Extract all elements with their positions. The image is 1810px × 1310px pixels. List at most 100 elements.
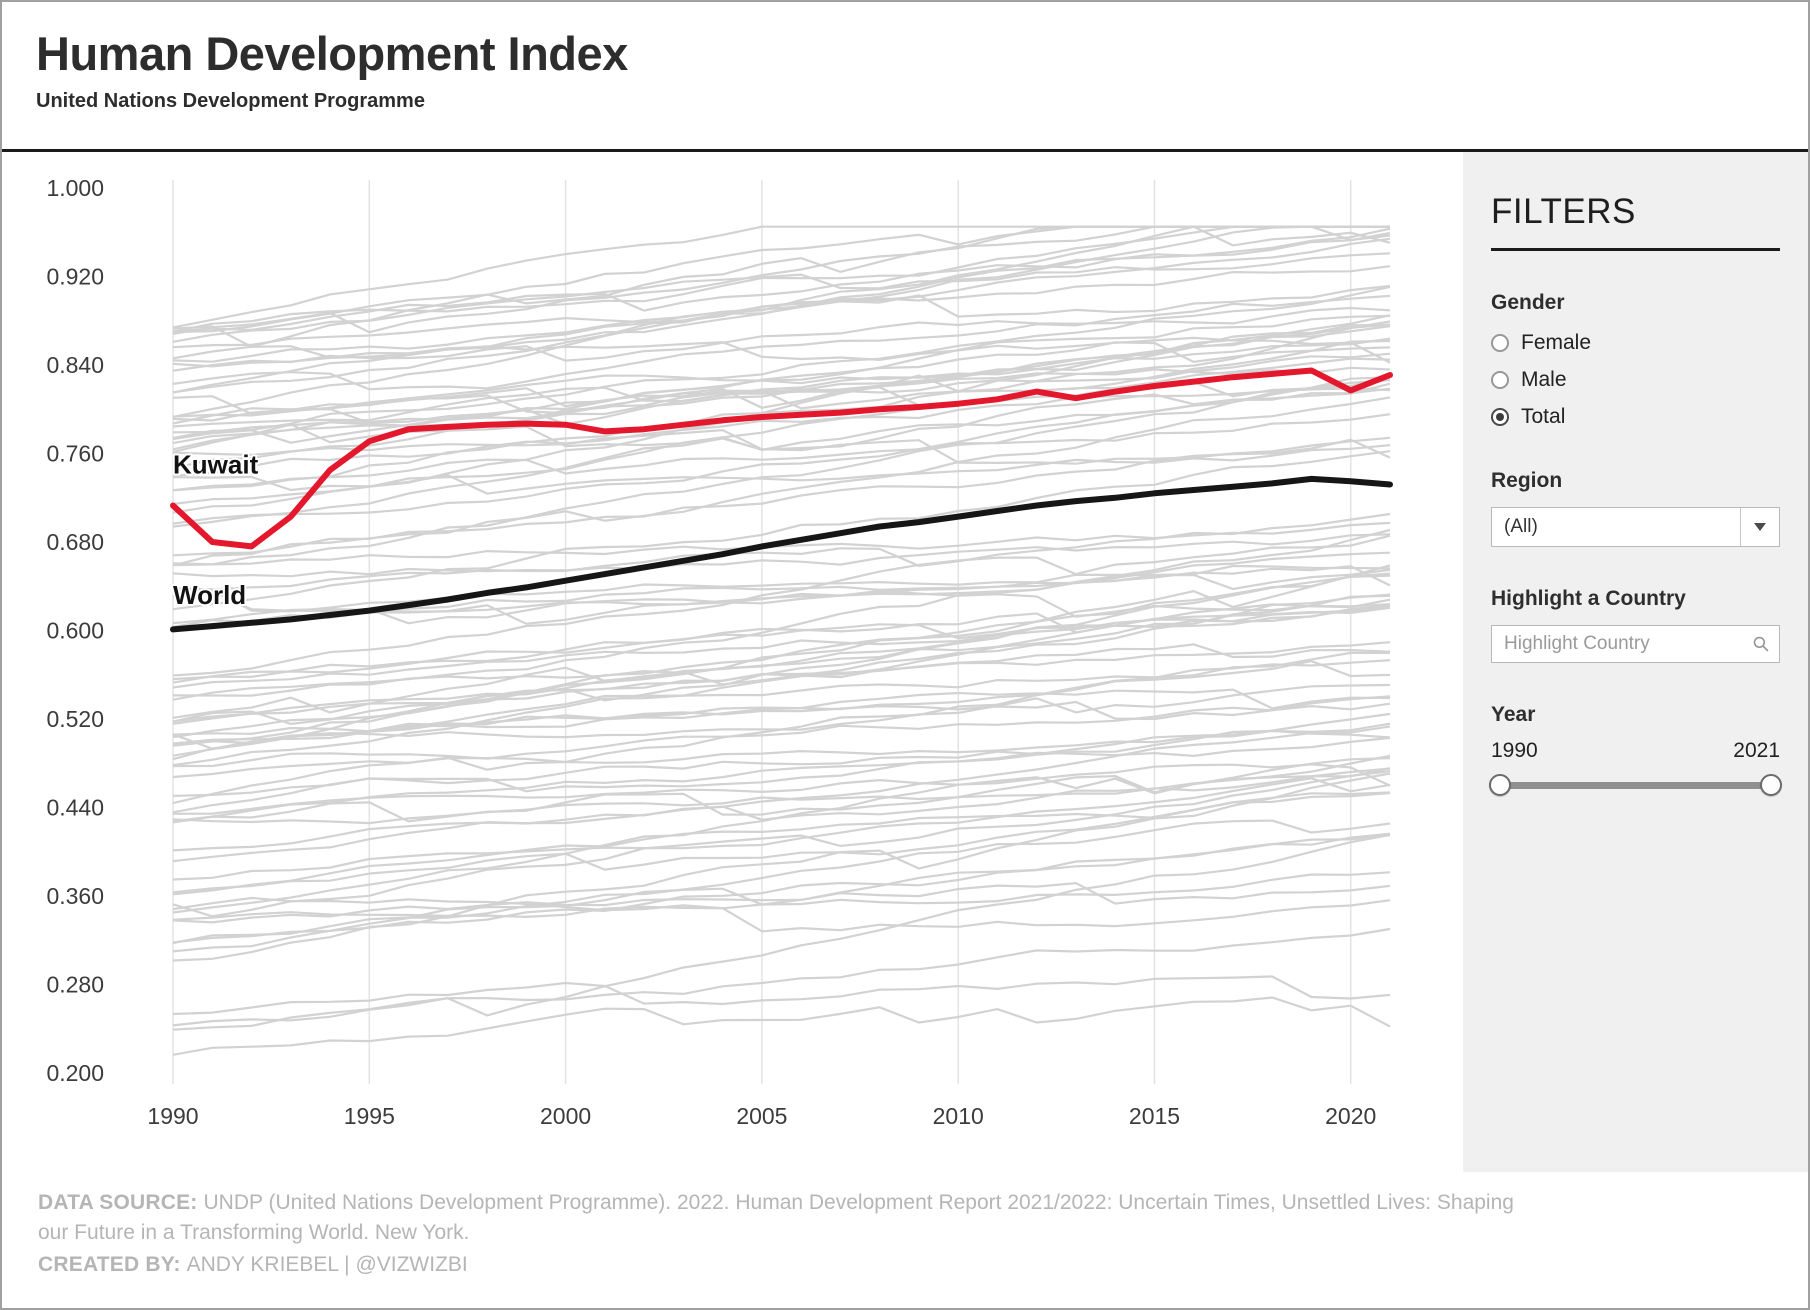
country-line[interactable] bbox=[172, 996, 1391, 1056]
country-line[interactable] bbox=[172, 325, 1391, 428]
radio-button-icon[interactable] bbox=[1491, 334, 1509, 352]
y-axis-tick-label: 0.680 bbox=[46, 529, 104, 555]
country-line[interactable] bbox=[172, 512, 1391, 593]
page-title: Human Development Index bbox=[36, 27, 628, 80]
x-axis-tick-label: 1990 bbox=[147, 1103, 198, 1129]
gender-option-female[interactable]: Female bbox=[1491, 331, 1780, 355]
country-line[interactable] bbox=[172, 564, 1391, 761]
country-line[interactable] bbox=[172, 306, 1391, 372]
radio-option-label: Male bbox=[1521, 368, 1567, 391]
y-axis-tick-label: 0.200 bbox=[46, 1060, 104, 1086]
country-line[interactable] bbox=[172, 294, 1391, 391]
country-line[interactable] bbox=[172, 604, 1391, 681]
country-line[interactable] bbox=[172, 225, 1391, 335]
region-filter-label: Region bbox=[1491, 469, 1563, 492]
country-line[interactable] bbox=[172, 767, 1391, 825]
region-dropdown-arrow-button[interactable] bbox=[1740, 508, 1779, 546]
kuwait-series-label: Kuwait bbox=[173, 449, 259, 479]
country-line[interactable] bbox=[172, 225, 1390, 329]
country-line[interactable] bbox=[172, 413, 1391, 492]
hdi-line-chart[interactable]: 1.000 0.920 0.840 0.760 0.680 0.600 0.520 0.440… bbox=[2, 152, 1463, 1172]
country-line[interactable] bbox=[172, 605, 1391, 697]
highlight-country-label: Highlight a Country bbox=[1491, 587, 1686, 610]
highlight-country-searchbox bbox=[1491, 625, 1780, 663]
country-line[interactable] bbox=[172, 337, 1391, 418]
country-line[interactable] bbox=[172, 450, 1391, 611]
country-line[interactable] bbox=[172, 777, 1391, 881]
country-line[interactable] bbox=[172, 763, 1391, 815]
country-line[interactable] bbox=[172, 387, 1391, 477]
x-axis-tick-label: 2000 bbox=[540, 1103, 591, 1129]
country-line[interactable] bbox=[173, 695, 1391, 768]
country-line[interactable] bbox=[172, 265, 1391, 363]
country-line[interactable] bbox=[172, 722, 1391, 814]
country-line[interactable] bbox=[172, 574, 1391, 726]
country-line[interactable] bbox=[172, 396, 1391, 567]
country-line[interactable] bbox=[172, 285, 1391, 439]
gender-option-total[interactable]: Total bbox=[1491, 405, 1780, 429]
country-line[interactable] bbox=[172, 320, 1391, 506]
data-source-line: DATA SOURCE: UNDP (United Nations Develop… bbox=[38, 1188, 1543, 1248]
y-axis-tick-label: 1.000 bbox=[46, 175, 104, 201]
country-line[interactable] bbox=[172, 896, 1391, 933]
country-line[interactable] bbox=[172, 382, 1391, 528]
region-dropdown[interactable]: (All) bbox=[1491, 507, 1780, 547]
radio-button-icon[interactable] bbox=[1491, 371, 1509, 389]
y-axis-tick-label: 0.760 bbox=[46, 441, 104, 467]
year-max-label: 2021 bbox=[1733, 739, 1780, 762]
country-line[interactable] bbox=[172, 833, 1391, 1031]
credit-line: CREATED BY: ANDY KRIEBEL | @VIZWIZBI bbox=[38, 1250, 1543, 1280]
year-slider-handle-min[interactable] bbox=[1489, 774, 1511, 796]
country-line[interactable] bbox=[172, 871, 1391, 921]
country-line[interactable] bbox=[172, 314, 1391, 444]
country-line[interactable] bbox=[172, 819, 1391, 945]
year-range-labels: 1990 2021 bbox=[1491, 739, 1780, 763]
country-line[interactable] bbox=[172, 225, 1390, 418]
year-slider-track[interactable] bbox=[1491, 782, 1780, 789]
country-line[interactable] bbox=[172, 772, 1391, 962]
country-line[interactable] bbox=[172, 833, 1391, 953]
country-line[interactable] bbox=[172, 225, 1390, 333]
y-axis-tick-label: 0.600 bbox=[46, 618, 104, 644]
country-line[interactable] bbox=[172, 314, 1391, 492]
country-line[interactable] bbox=[172, 387, 1391, 470]
year-slider-handle-max[interactable] bbox=[1760, 774, 1782, 796]
country-line[interactable] bbox=[172, 767, 1391, 824]
country-line[interactable] bbox=[172, 534, 1391, 677]
radio-option-label: Female bbox=[1521, 331, 1592, 354]
main-area: 1.000 0.920 0.840 0.760 0.680 0.600 0.520 0.440… bbox=[2, 152, 1808, 1172]
country-line[interactable] bbox=[172, 791, 1391, 894]
filters-divider bbox=[1491, 248, 1780, 251]
country-line[interactable] bbox=[172, 352, 1391, 422]
region-filter-section: Region (All) bbox=[1491, 469, 1780, 547]
kuwait-line[interactable] bbox=[170, 367, 1393, 550]
country-line[interactable] bbox=[172, 770, 1391, 918]
country-line[interactable] bbox=[172, 521, 1391, 566]
country-line[interactable] bbox=[172, 231, 1391, 333]
gender-option-male[interactable]: Male bbox=[1491, 368, 1780, 392]
country-line[interactable] bbox=[172, 725, 1391, 852]
y-axis-tick-label: 0.920 bbox=[46, 264, 104, 290]
country-line[interactable] bbox=[172, 341, 1391, 445]
country-line[interactable] bbox=[172, 643, 1391, 723]
country-line[interactable] bbox=[172, 729, 1391, 779]
country-line[interactable] bbox=[172, 284, 1391, 349]
radio-button-icon[interactable] bbox=[1491, 408, 1509, 426]
highlight-country-input[interactable] bbox=[1491, 625, 1780, 663]
x-axis-tick-label: 2015 bbox=[1129, 1103, 1180, 1129]
highlight-country-section: Highlight a Country bbox=[1491, 587, 1780, 663]
country-line[interactable] bbox=[172, 336, 1391, 368]
country-line[interactable] bbox=[172, 606, 1391, 689]
country-line[interactable] bbox=[172, 688, 1391, 750]
country-line[interactable] bbox=[172, 881, 1391, 924]
country-line[interactable] bbox=[172, 379, 1391, 567]
credit-text: ANDY KRIEBEL | @VIZWIZBI bbox=[186, 1252, 468, 1276]
country-line[interactable] bbox=[172, 533, 1391, 578]
country-line[interactable] bbox=[172, 225, 1391, 334]
country-line[interactable] bbox=[172, 598, 1391, 684]
country-line[interactable] bbox=[172, 659, 1391, 805]
country-line[interactable] bbox=[172, 528, 1391, 701]
world-line[interactable] bbox=[170, 475, 1393, 633]
year-range-slider[interactable] bbox=[1489, 773, 1782, 797]
country-line[interactable] bbox=[172, 975, 1391, 1016]
